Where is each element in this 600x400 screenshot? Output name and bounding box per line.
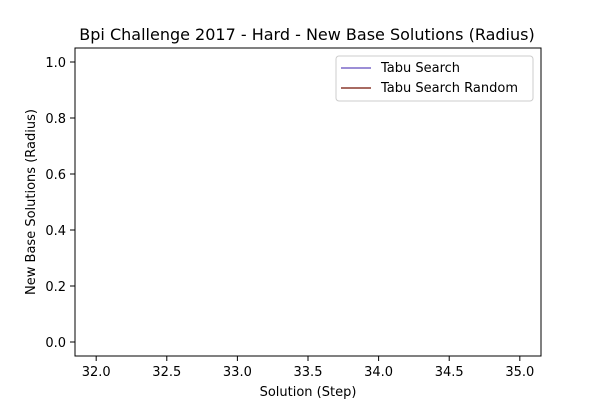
legend: Tabu Search Tabu Search Random [335,55,534,102]
x-axis-label: Solution (Step) [260,385,357,400]
x-tick-label: 32.5 [152,365,181,380]
legend-label-tabu-search-random: Tabu Search Random [380,81,518,96]
x-tick-label: 33.0 [223,365,252,380]
legend-box [335,55,534,102]
x-tick-label: 33.5 [294,365,323,380]
y-tick-label: 0.2 [45,280,66,295]
y-tick-label: 1.0 [45,56,66,71]
y-tick-label: 0.0 [45,336,66,351]
y-tick-label: 0.6 [45,168,66,183]
y-axis-label: New Base Solutions (Radius) [24,109,39,295]
y-tick-label: 0.4 [45,224,66,239]
y-axis: 0.0 0.2 0.4 0.6 0.8 1.0 [45,56,75,351]
chart-title: Bpi Challenge 2017 - Hard - New Base Sol… [79,25,534,44]
x-axis: 32.0 32.5 33.0 33.5 34.0 34.5 35.0 [82,356,534,380]
x-tick-label: 35.0 [505,365,534,380]
x-tick-label: 34.5 [435,365,464,380]
x-tick-label: 32.0 [82,365,111,380]
legend-label-tabu-search: Tabu Search [380,61,460,76]
y-tick-label: 0.8 [45,112,66,127]
x-tick-label: 34.0 [364,365,393,380]
